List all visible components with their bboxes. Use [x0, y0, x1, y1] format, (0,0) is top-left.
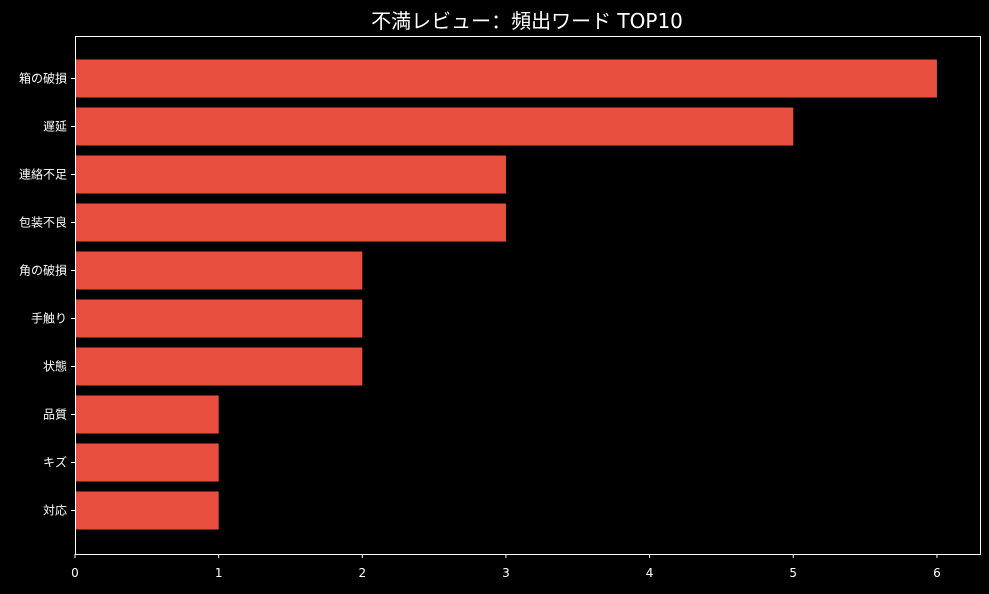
- y-tick-label-3: 包装不良: [19, 215, 67, 230]
- y-tick-label-6: 状態: [43, 359, 67, 374]
- x-tick-label-4: 4: [646, 566, 654, 580]
- chart-title: 不満レビュー：頻出ワード TOP10: [371, 9, 683, 33]
- bar-4: [75, 251, 363, 290]
- x-tick-label-1: 1: [215, 566, 223, 580]
- y-tick-label-1: 遅延: [43, 120, 67, 134]
- y-tick-label-4: 角の破損: [19, 263, 67, 278]
- x-tick-label-0: 0: [71, 566, 79, 580]
- bar-8: [75, 443, 219, 482]
- bar-5: [75, 299, 363, 338]
- x-tick-label-6: 6: [933, 566, 941, 580]
- x-tick-label-5: 5: [789, 566, 797, 580]
- x-tick-label-3: 3: [502, 566, 510, 580]
- y-tick-label-9: 対応: [43, 504, 67, 518]
- bar-6: [75, 347, 363, 386]
- bar-3: [75, 203, 506, 242]
- bar-1: [75, 107, 794, 146]
- bar-0: [75, 59, 937, 98]
- y-tick-label-2: 連絡不足: [19, 167, 67, 182]
- bar-2: [75, 155, 506, 194]
- x-axis-ticks: 0 1 2 3 4 5 6: [71, 554, 941, 580]
- y-tick-label-0: 箱の破損: [19, 71, 67, 86]
- bars-layer: [75, 59, 937, 530]
- y-tick-label-8: キズ: [43, 455, 67, 470]
- bar-7: [75, 395, 219, 434]
- bar-9: [75, 491, 219, 530]
- y-tick-label-5: 手触り: [31, 312, 67, 326]
- x-tick-label-2: 2: [358, 566, 366, 580]
- y-tick-label-7: 品質: [43, 407, 67, 422]
- plot-frame: [75, 36, 981, 555]
